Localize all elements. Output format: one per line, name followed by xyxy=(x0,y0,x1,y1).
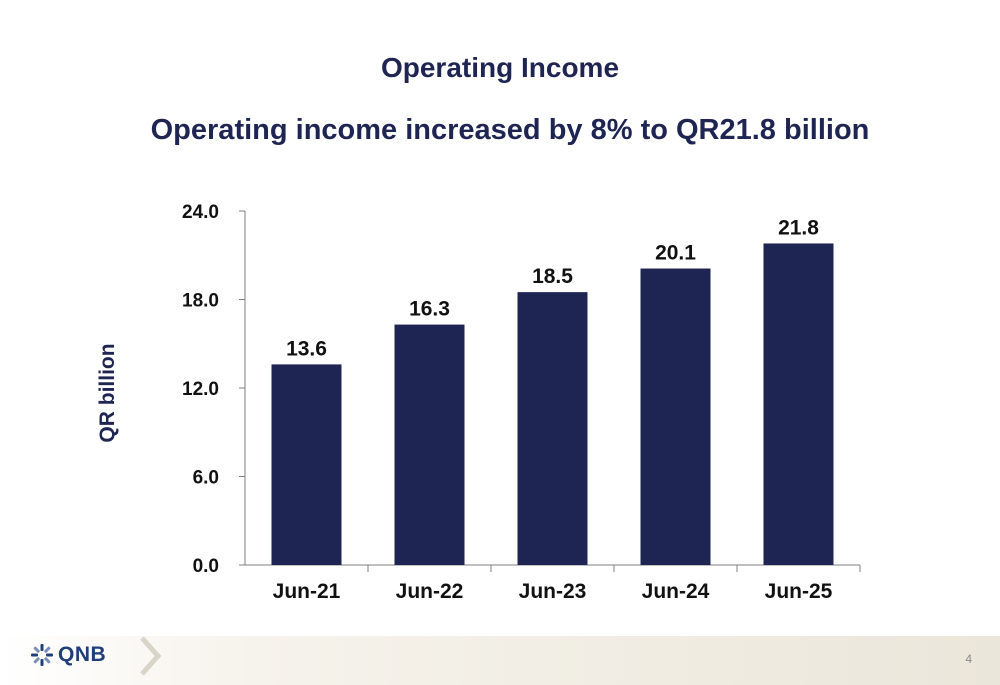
bar xyxy=(640,268,711,565)
page-title: Operating Income xyxy=(380,52,620,83)
bar xyxy=(763,243,834,565)
bar xyxy=(517,292,588,565)
data-label: 18.5 xyxy=(532,265,573,288)
page-subtitle: Operating income increased by 8% to QR21… xyxy=(150,114,870,146)
data-label: 21.8 xyxy=(778,216,819,239)
x-tick-label: Jun-25 xyxy=(765,580,833,603)
x-tick-label: Jun-22 xyxy=(396,580,464,603)
footer-bar xyxy=(0,636,1000,685)
data-label: 16.3 xyxy=(409,298,450,321)
y-tick-label: 0.0 xyxy=(193,556,219,577)
bar xyxy=(271,364,342,565)
bar xyxy=(394,324,465,565)
y-tick-label: 12.0 xyxy=(182,379,219,400)
x-tick-label: Jun-23 xyxy=(519,580,587,603)
brand-logo: QNB xyxy=(30,642,106,668)
data-label: 20.1 xyxy=(655,242,696,265)
y-axis-title: QR billion xyxy=(96,343,119,442)
qnb-logo-icon xyxy=(31,644,53,666)
chevron-right-icon xyxy=(140,636,162,676)
x-tick-label: Jun-21 xyxy=(273,580,341,603)
brand-name: QNB xyxy=(58,643,107,666)
y-tick-label: 24.0 xyxy=(182,202,219,223)
data-label: 13.6 xyxy=(286,337,327,360)
y-tick-label: 6.0 xyxy=(193,468,219,489)
x-tick-label: Jun-24 xyxy=(642,580,710,603)
y-tick-label: 18.0 xyxy=(182,291,219,312)
page-number: 4 xyxy=(965,652,972,666)
